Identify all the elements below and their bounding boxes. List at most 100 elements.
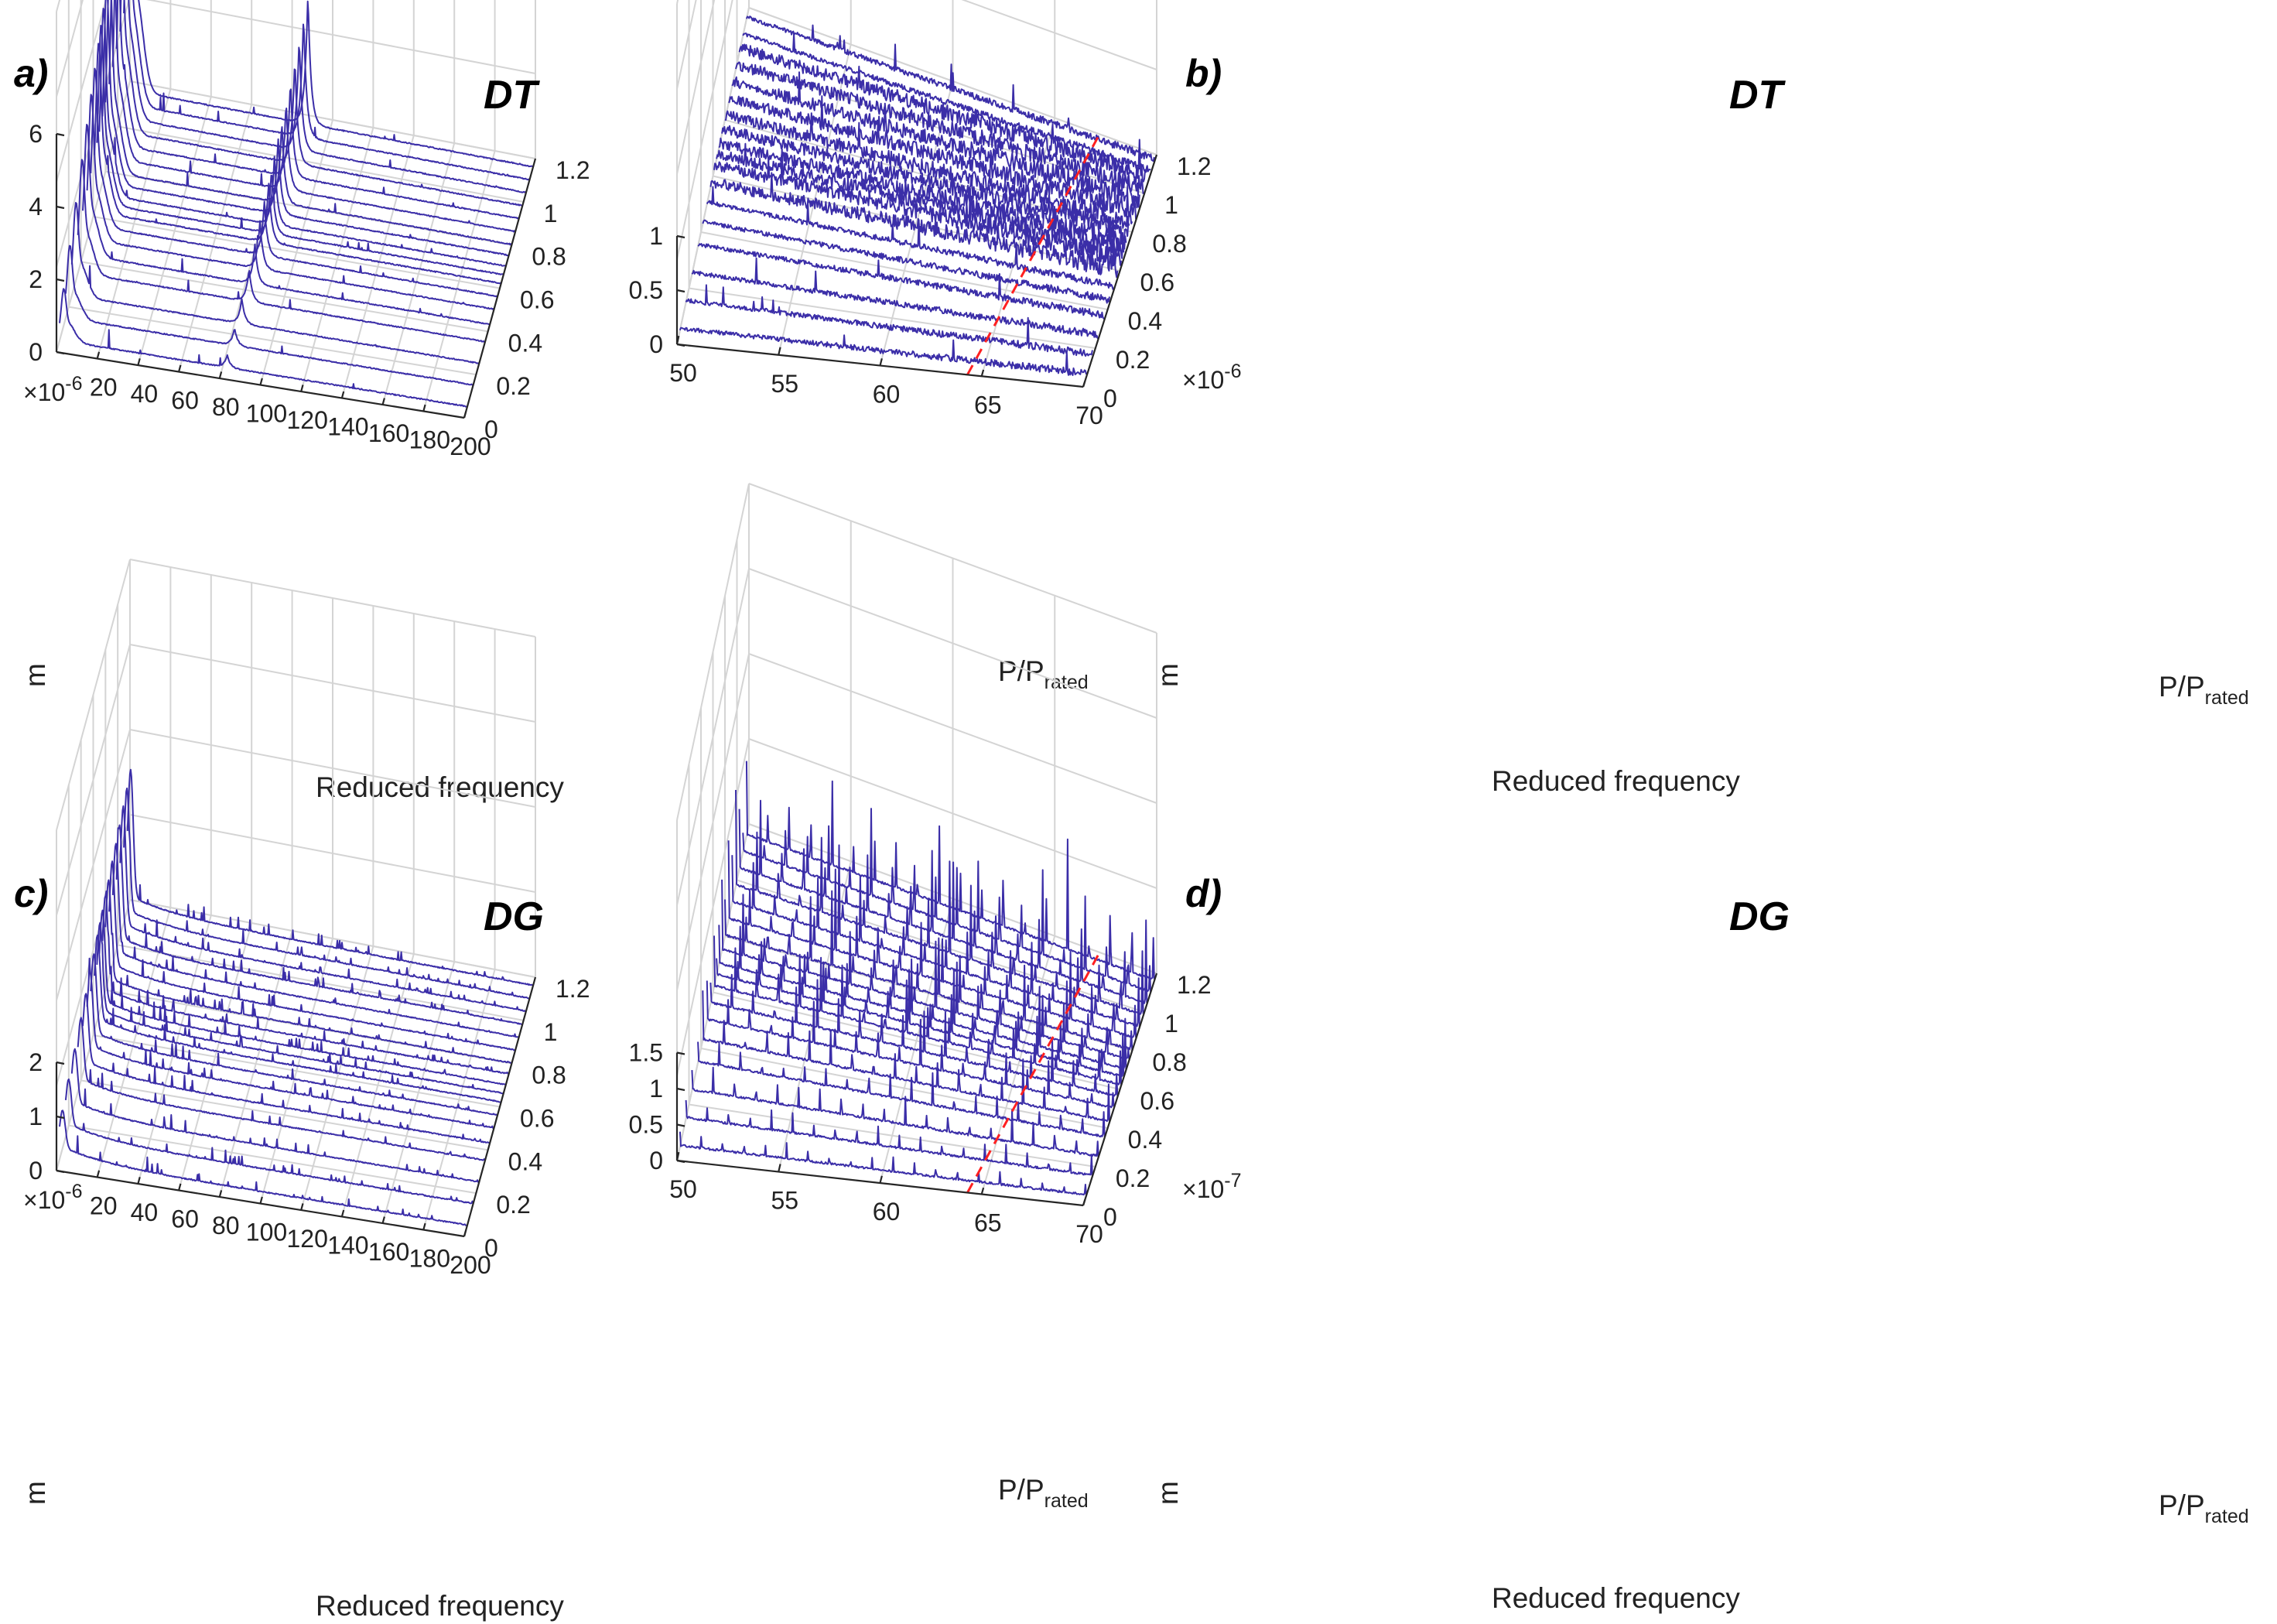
frequency-marker-line	[966, 133, 1101, 376]
back-wall-gridline	[129, 729, 536, 808]
x-tick	[463, 1229, 467, 1237]
panel-a-zlabel: m	[19, 663, 51, 687]
spectrum-trace	[94, 934, 501, 1103]
z-tick-label: 0	[29, 338, 43, 366]
spectrum-trace	[679, 327, 1087, 376]
y-tick-label: 0	[1103, 385, 1117, 412]
x-tick	[980, 1187, 985, 1195]
floor-gridline	[117, 125, 524, 203]
x-tick-label: 40	[131, 1198, 159, 1226]
spectrum-trace	[111, 843, 519, 1038]
x-tick	[137, 358, 141, 366]
x-tick	[259, 378, 263, 385]
floor-gridline	[80, 1079, 488, 1151]
spectrum-trace	[82, 993, 491, 1144]
z-tick	[56, 1169, 65, 1174]
y-tick-label: 0.6	[1140, 1087, 1174, 1115]
panel-d-title: DG	[1729, 894, 1790, 939]
floor-gridline	[68, 306, 477, 376]
x-tick-label: 120	[287, 406, 328, 434]
x-tick	[340, 1209, 345, 1217]
x-tick	[96, 351, 101, 359]
x-tick	[96, 1170, 101, 1178]
spectrum-trace	[98, 8, 507, 267]
y-tick-label: 0.4	[1128, 1126, 1162, 1154]
spectrum-trace	[119, 0, 527, 194]
z-tick	[676, 234, 685, 239]
spectrum-trace	[716, 142, 1125, 259]
y-tick-label: 0.2	[496, 1191, 530, 1219]
z-tick-label: 1	[649, 1075, 663, 1103]
x-tick-label: 160	[368, 419, 409, 447]
side-wall-gridline	[676, 0, 733, 260]
x-tick-label: 80	[212, 393, 240, 421]
back-wall-gridline	[748, 483, 1157, 634]
spectrum-trace	[86, 957, 494, 1130]
back-wall-gridline	[129, 644, 536, 723]
x-tick	[1082, 1199, 1086, 1206]
spectrum-trace	[718, 137, 1127, 250]
spectrum-trace	[691, 1066, 1099, 1157]
z-tick-label: 0.5	[629, 276, 663, 304]
spectrum-trace	[706, 980, 1115, 1109]
spectrum-trace	[64, 1078, 474, 1205]
x-tick	[340, 391, 345, 398]
y-tick-label: 0.6	[1140, 268, 1174, 296]
spectrum-trace	[685, 284, 1093, 357]
panel-a-zscale: ×10-6	[23, 373, 83, 406]
side-wall-gridline	[676, 0, 716, 175]
y-tick-label: 1	[1164, 1010, 1178, 1038]
back-wall-gridline	[961, 0, 1157, 70]
floor-gridline	[93, 1034, 501, 1108]
spectrum-trace	[77, 1017, 486, 1161]
x-tick	[381, 1216, 385, 1224]
x-tick	[422, 404, 426, 412]
back-wall-gridline	[129, 814, 536, 893]
side-wall-gridline	[56, 644, 131, 916]
spectrum-trace	[101, 890, 510, 1075]
spectrum-trace	[721, 125, 1130, 241]
floor-gridline	[700, 231, 1108, 310]
z-tick	[56, 132, 65, 137]
x-tick	[675, 335, 680, 345]
x-tick-label: 140	[327, 413, 368, 441]
panel-d-zscale: ×10-7	[1182, 1170, 1242, 1203]
spectrum-trace	[70, 202, 480, 364]
x-tick-label: 40	[131, 380, 159, 408]
x-tick-label: 80	[212, 1212, 240, 1239]
y-axis	[1082, 154, 1158, 388]
z-tick-label: 1.5	[629, 1039, 663, 1067]
y-tick-label: 0.8	[532, 1062, 566, 1089]
spectrum-trace	[64, 244, 474, 386]
z-tick-label: 1	[29, 1103, 43, 1130]
x-tick	[381, 398, 385, 405]
z-tick-label: 0	[649, 330, 663, 358]
x-tick	[463, 411, 467, 419]
y-tick-label: 1	[1164, 191, 1178, 219]
panel-c-axes: 20 40 60 80 100 120 140 160 180 20000.20.40.60.81…	[29, 975, 590, 1279]
spectrum-trace	[691, 257, 1099, 340]
spectrum-trace	[735, 61, 1144, 197]
x-tick	[137, 1177, 141, 1185]
z-tick-label: 6	[29, 120, 43, 148]
x-tick	[1082, 381, 1086, 388]
z-tick	[56, 1115, 65, 1120]
back-wall-gridline	[748, 738, 1157, 889]
back-wall-gridline	[748, 653, 1157, 804]
z-tick	[56, 1061, 65, 1065]
side-wall-gridline	[676, 653, 750, 991]
spectrum-trace	[123, 0, 530, 181]
side-wall-gridline	[56, 0, 107, 183]
x-tick	[300, 1203, 304, 1211]
y-tick-label: 0.4	[508, 1147, 542, 1175]
y-tick-label: 1.2	[556, 156, 590, 184]
y-tick-label: 1	[544, 200, 558, 227]
x-tick	[218, 371, 223, 379]
spectrum-trace	[59, 1109, 467, 1226]
y-tick-label: 0.6	[520, 286, 554, 314]
z-tick	[676, 1051, 685, 1055]
y-axis	[463, 158, 537, 419]
z-tick-label: 2	[29, 265, 43, 293]
side-wall-gridline	[56, 559, 131, 831]
x-tick-label: 200	[450, 432, 491, 460]
